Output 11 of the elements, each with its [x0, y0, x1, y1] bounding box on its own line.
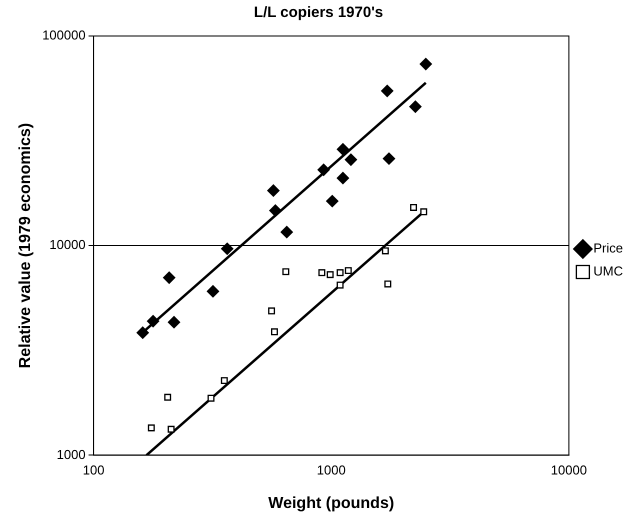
y-tick-label: 100000	[42, 28, 86, 43]
y-tick-label: 1000	[56, 446, 86, 462]
chart-title: L/L copiers 1970's	[254, 4, 384, 22]
y-tick-label: 10000	[49, 237, 86, 252]
legend-label: UMC	[593, 264, 623, 279]
x-tick-label: 100	[82, 462, 104, 478]
y-axis-title: Relative value (1979 economics)	[17, 122, 34, 368]
legend-label: Price	[593, 240, 624, 256]
x-axis-title: Weight (pounds)	[268, 494, 394, 512]
x-tick-label: 10000	[550, 462, 587, 478]
x-tick-label: 1000	[316, 462, 346, 478]
